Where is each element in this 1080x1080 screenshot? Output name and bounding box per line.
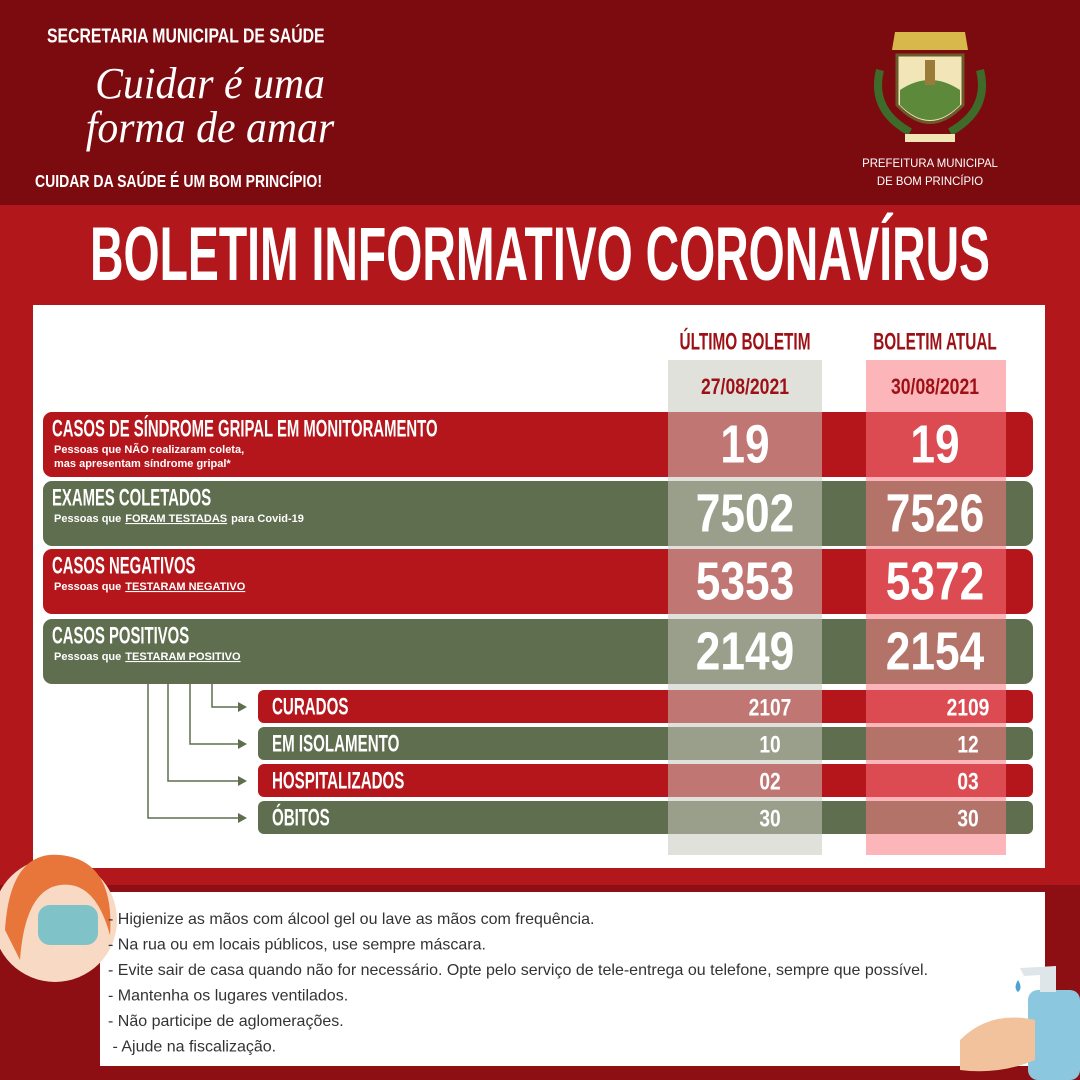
subrow-value: 12: [957, 730, 978, 758]
row-label: CASOS NEGATIVOS: [52, 553, 195, 579]
subrow-bar: [258, 727, 1033, 760]
subrow-value: 03: [957, 767, 978, 795]
subtitle-part: Pessoas que: [54, 513, 121, 525]
row-subtitle: Pessoas que TESTARAM POSITIVO: [54, 651, 241, 663]
column-overlay: [866, 360, 1006, 855]
arrow-head: [238, 702, 247, 712]
row-value: 7526: [886, 483, 984, 543]
column-overlay: [668, 360, 822, 855]
subrow-label: HOSPITALIZADOS: [272, 768, 404, 794]
sanitizer-icon: [960, 966, 1080, 1080]
logo-text: DE BOM PRINCÍPIO: [877, 175, 983, 188]
subtitle-part: FORAM TESTADAS: [125, 513, 227, 525]
subrow-value: 02: [759, 767, 780, 795]
arrow-head: [238, 739, 247, 749]
subtitle-part: TESTARAM POSITIVO: [125, 651, 241, 663]
column-date: 27/08/2021: [701, 375, 789, 399]
connector: [167, 684, 240, 782]
row-value: 7502: [696, 483, 794, 543]
subrow-bar: [258, 764, 1033, 797]
column-label: BOLETIM ATUAL: [873, 329, 997, 355]
logo: [874, 32, 986, 142]
row-label: CASOS DE SÍNDROME GRIPAL EM MONITORAMENT…: [52, 415, 438, 443]
subrow-value: 2109: [947, 693, 990, 721]
subrow-value: 30: [957, 804, 978, 832]
subrow-label: EM ISOLAMENTO: [272, 731, 399, 757]
row-value: 2154: [886, 621, 985, 681]
org-name: SECRETARIA MUNICIPAL DE SAÚDE: [47, 23, 325, 46]
slogan: Cuidar é uma: [95, 60, 325, 108]
subtitle-part: TESTARAM NEGATIVO: [125, 581, 245, 593]
connector: [189, 684, 240, 745]
row-subtitle: mas apresentam síndrome gripal*: [54, 458, 231, 470]
connector: [147, 684, 240, 819]
row-value: 5353: [696, 551, 794, 611]
slogan: forma de amar: [86, 104, 335, 152]
tips-panel: [100, 892, 1045, 1066]
column-date: 30/08/2021: [891, 375, 979, 399]
subtitle-part: Pessoas que: [54, 581, 121, 593]
tagline: CUIDAR DA SAÚDE É UM BOM PRINCÍPIO!: [35, 170, 322, 191]
row-subtitle: Pessoas que FORAM TESTADAS para Covid-19: [54, 513, 304, 525]
mask-icon: [0, 854, 117, 982]
subtitle-part: Pessoas que NÃO realizaram coleta,: [54, 443, 244, 456]
tip: - Na rua ou em locais públicos, use semp…: [108, 937, 486, 954]
row-value: 19: [720, 414, 769, 474]
subrow-bar: [258, 801, 1033, 834]
arrow-head: [238, 813, 247, 823]
subrow-value: 2107: [749, 693, 792, 721]
subrow-value: 30: [759, 804, 780, 832]
subrow-bar: [258, 690, 1033, 723]
tip: - Higienize as mãos com álcool gel ou la…: [108, 911, 594, 928]
subtitle-part: para Covid-19: [231, 513, 304, 525]
title: BOLETIM INFORMATIVO CORONAVÍRUS: [90, 212, 990, 297]
tip: - Mantenha os lugares ventilados.: [108, 988, 348, 1005]
row-subtitle: Pessoas que NÃO realizaram coleta,: [54, 443, 244, 456]
tip: - Evite sair de casa quando não for nece…: [108, 962, 928, 979]
row-subtitle: Pessoas que TESTARAM NEGATIVO: [54, 581, 246, 593]
row-value: 2149: [696, 621, 794, 681]
row-value: 5372: [886, 551, 984, 611]
logo-text: PREFEITURA MUNICIPAL: [862, 157, 998, 170]
row-label: CASOS POSITIVOS: [52, 623, 189, 649]
subrow-value: 10: [759, 730, 780, 758]
subtitle-part: Pessoas que: [54, 651, 121, 663]
subtitle-part: mas apresentam síndrome gripal*: [54, 458, 231, 470]
row-label: EXAMES COLETADOS: [52, 485, 211, 511]
subrow-label: CURADOS: [272, 694, 348, 720]
arrow-head: [238, 776, 247, 786]
tip: - Não participe de aglomerações.: [108, 1013, 344, 1030]
row-value: 19: [910, 414, 959, 474]
column-label: ÚLTIMO BOLETIM: [680, 327, 811, 356]
subrow-label: ÓBITOS: [272, 803, 330, 832]
connector: [211, 684, 240, 708]
tip: - Ajude na fiscalização.: [108, 1039, 276, 1056]
